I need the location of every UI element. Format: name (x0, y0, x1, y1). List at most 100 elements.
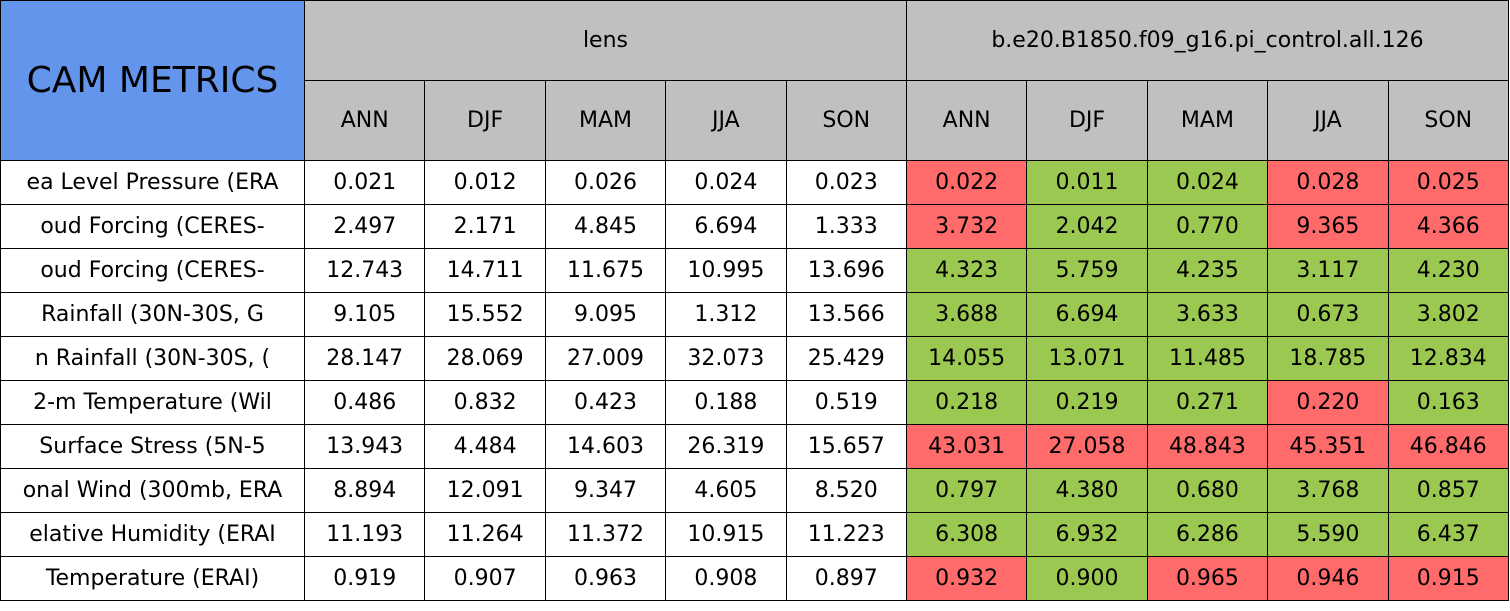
metric-value: 11.485 (1146, 336, 1269, 381)
metric-value: 14.711 (424, 248, 546, 293)
metric-value: 0.486 (303, 380, 426, 425)
metric-label: onal Wind (300mb, ERA (0, 468, 305, 513)
season-header: JJA (1267, 80, 1389, 161)
metric-value: 0.932 (905, 556, 1028, 601)
season-header: DJF (1026, 80, 1148, 161)
season-header: SON (785, 80, 907, 161)
metric-value: 4.484 (424, 424, 546, 469)
metric-value: 0.907 (424, 556, 546, 601)
metric-value: 11.223 (785, 512, 907, 557)
season-header: MAM (1146, 80, 1269, 161)
season-header: SON (1387, 80, 1510, 161)
metric-value: 10.915 (665, 512, 787, 557)
metric-value: 8.894 (303, 468, 426, 513)
metric-value: 4.366 (1387, 204, 1510, 249)
metric-value: 10.995 (665, 248, 787, 293)
season-header: ANN (303, 80, 426, 161)
metric-value: 12.743 (303, 248, 426, 293)
metric-label: 2-m Temperature (Wil (0, 380, 305, 425)
metric-value: 32.073 (665, 336, 787, 381)
metric-value: 0.963 (544, 556, 667, 601)
metric-value: 9.095 (544, 292, 667, 337)
metric-value: 14.603 (544, 424, 667, 469)
metric-value: 46.846 (1387, 424, 1510, 469)
metric-value: 3.688 (905, 292, 1028, 337)
metric-value: 0.022 (905, 160, 1028, 205)
metric-value: 9.347 (544, 468, 667, 513)
metric-value: 4.323 (905, 248, 1028, 293)
metric-value: 0.188 (665, 380, 787, 425)
metric-value: 6.694 (1026, 292, 1148, 337)
metric-value: 0.832 (424, 380, 546, 425)
metric-value: 12.834 (1387, 336, 1510, 381)
metric-value: 28.069 (424, 336, 546, 381)
metric-label: oud Forcing (CERES- (0, 204, 305, 249)
metric-label: Temperature (ERAI) (0, 556, 305, 601)
data-row: oud Forcing (CERES- 12.743 14.711 11.675 10.… (0, 248, 1510, 293)
metric-value: 4.230 (1387, 248, 1510, 293)
data-row: onal Wind (300mb, ERA 8.894 12.091 9.347 4.6… (0, 468, 1510, 513)
metric-value: 0.770 (1146, 204, 1269, 249)
metric-value: 6.308 (905, 512, 1028, 557)
metric-value: 0.220 (1267, 380, 1389, 425)
metric-value: 5.759 (1026, 248, 1148, 293)
metric-value: 45.351 (1267, 424, 1389, 469)
metric-value: 11.675 (544, 248, 667, 293)
metric-value: 6.286 (1146, 512, 1269, 557)
metric-value: 15.552 (424, 292, 546, 337)
metric-value: 5.590 (1267, 512, 1389, 557)
metric-value: 4.605 (665, 468, 787, 513)
metric-value: 0.897 (785, 556, 907, 601)
metric-value: 6.932 (1026, 512, 1148, 557)
metric-value: 0.857 (1387, 468, 1510, 513)
metric-value: 1.333 (785, 204, 907, 249)
metric-value: 3.633 (1146, 292, 1269, 337)
metric-value: 3.117 (1267, 248, 1389, 293)
metric-value: 11.372 (544, 512, 667, 557)
season-header: DJF (424, 80, 546, 161)
metric-value: 12.091 (424, 468, 546, 513)
metric-value: 11.193 (303, 512, 426, 557)
metric-value: 8.520 (785, 468, 907, 513)
metric-label: elative Humidity (ERAI (0, 512, 305, 557)
group-header: b.e20.B1850.f09_g16.pi_control.all.126 (905, 0, 1510, 81)
metric-value: 4.380 (1026, 468, 1148, 513)
metric-value: 0.024 (1146, 160, 1269, 205)
metric-value: 0.919 (303, 556, 426, 601)
metric-value: 0.023 (785, 160, 907, 205)
metric-value: 13.566 (785, 292, 907, 337)
metric-value: 1.312 (665, 292, 787, 337)
metric-value: 0.025 (1387, 160, 1510, 205)
data-row: elative Humidity (ERAI 11.193 11.264 11.372… (0, 512, 1510, 557)
metric-value: 2.171 (424, 204, 546, 249)
metric-value: 27.009 (544, 336, 667, 381)
metric-value: 27.058 (1026, 424, 1148, 469)
data-row: n Rainfall (30N-30S, (28.147 28.069 27.009… (0, 336, 1510, 381)
metric-value: 0.946 (1267, 556, 1389, 601)
metric-value: 9.365 (1267, 204, 1389, 249)
metric-value: 13.696 (785, 248, 907, 293)
metric-value: 18.785 (1267, 336, 1389, 381)
metric-value: 0.012 (424, 160, 546, 205)
data-row: Temperature (ERAI) 0.919 0.907 0.963 0.908 0.… (0, 556, 1510, 601)
metric-value: 0.680 (1146, 468, 1269, 513)
metric-value: 6.437 (1387, 512, 1510, 557)
metric-value: 0.163 (1387, 380, 1510, 425)
season-header: JJA (665, 80, 787, 161)
metric-value: 13.071 (1026, 336, 1148, 381)
metric-value: 0.218 (905, 380, 1028, 425)
metric-value: 14.055 (905, 336, 1028, 381)
metric-label: Surface Stress (5N-5 (0, 424, 305, 469)
metric-value: 2.497 (303, 204, 426, 249)
metric-value: 0.271 (1146, 380, 1269, 425)
metric-value: 3.768 (1267, 468, 1389, 513)
data-row: Surface Stress (5N-5 13.943 4.484 14.603 26.… (0, 424, 1510, 469)
metric-value: 0.024 (665, 160, 787, 205)
header-row: CAM METRICS lens b.e20.B1850.f09_g16.pi_co… (0, 0, 1510, 161)
metric-value: 3.732 (905, 204, 1028, 249)
metric-value: 28.147 (303, 336, 426, 381)
data-row: 2-m Temperature (Wil 0.486 0.832 0.423 0.188… (0, 380, 1510, 425)
season-header: MAM (544, 80, 667, 161)
metric-value: 4.235 (1146, 248, 1269, 293)
